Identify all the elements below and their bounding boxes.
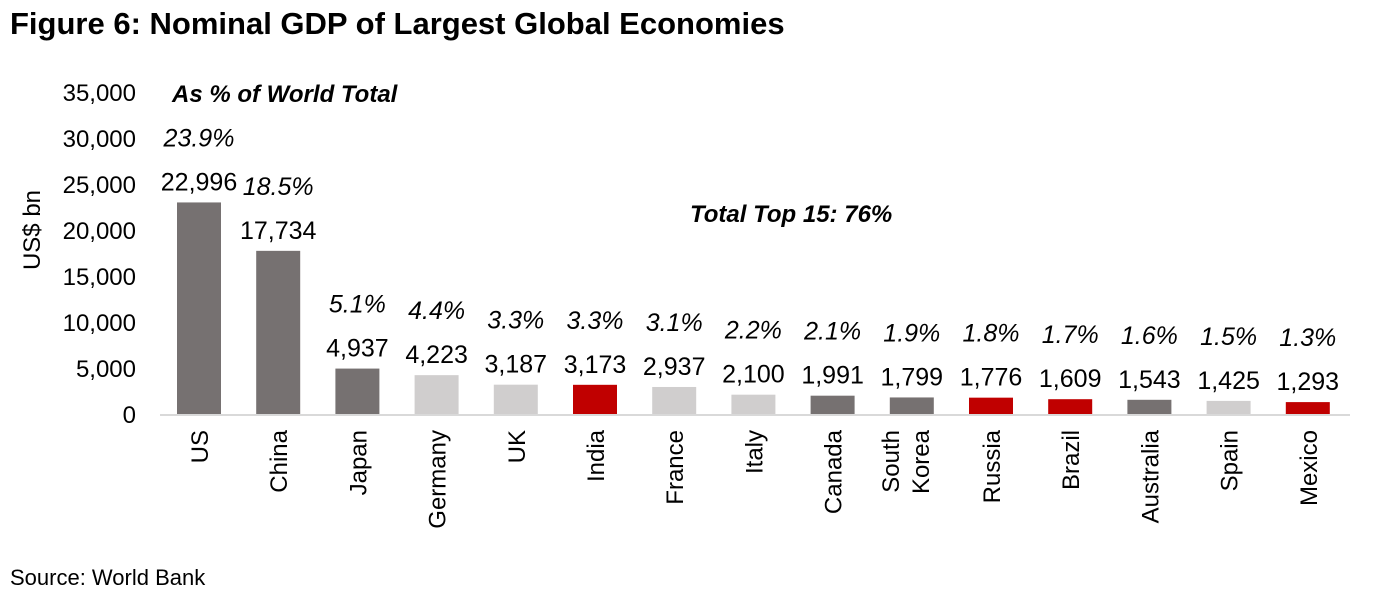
bar: [414, 375, 459, 414]
y-axis-label: US$ bn: [19, 190, 46, 270]
bar: [1206, 400, 1251, 414]
share-label: 1.9%: [883, 319, 940, 347]
value-label: 3,173: [564, 351, 627, 379]
bar: [810, 395, 855, 414]
category-label: Brazil: [1058, 430, 1085, 490]
subtitle: As % of World Total: [171, 81, 399, 108]
chart-title: Figure 6: Nominal GDP of Largest Global …: [10, 6, 785, 41]
category-label: Russia: [979, 429, 1006, 503]
bar: [335, 368, 380, 414]
bar: [1127, 399, 1172, 414]
y-tick-label: 25,000: [63, 172, 136, 199]
bar: [493, 384, 538, 414]
category-label: Korea: [908, 429, 935, 494]
category-label: Mexico: [1296, 430, 1323, 506]
share-label: 3.1%: [646, 309, 703, 337]
share-label: 1.6%: [1121, 322, 1178, 350]
bar: [177, 202, 221, 414]
bar: [652, 386, 697, 414]
category-label: Australia: [1137, 429, 1164, 523]
category-label: China: [266, 429, 293, 492]
value-label: 4,223: [405, 341, 468, 369]
share-label: 1.7%: [1042, 321, 1099, 349]
y-tick-label: 5,000: [76, 356, 136, 383]
share-label: 3.3%: [567, 307, 624, 335]
share-label: 1.8%: [963, 320, 1020, 348]
value-label: 1,543: [1118, 366, 1181, 394]
bar: [1048, 399, 1093, 414]
value-label: 17,734: [240, 217, 317, 245]
value-label: 22,996: [161, 168, 237, 196]
share-label: 1.5%: [1200, 323, 1257, 351]
value-label: 2,100: [722, 361, 785, 389]
y-tick-label: 10,000: [63, 310, 136, 337]
category-label: Spain: [1217, 430, 1244, 491]
share-label: 23.9%: [163, 124, 235, 152]
share-label: 2.2%: [724, 317, 782, 345]
category-label: South: [878, 430, 905, 493]
category-label: UK: [504, 430, 531, 463]
y-tick-label: 15,000: [63, 264, 136, 291]
bar: [969, 397, 1013, 414]
y-tick-label: 30,000: [63, 126, 136, 153]
category-label: France: [662, 430, 689, 505]
category-label: Japan: [345, 430, 372, 495]
value-label: 1,799: [881, 363, 944, 391]
share-label: 3.3%: [487, 307, 544, 335]
value-label: 1,609: [1039, 365, 1102, 393]
bar: [1285, 402, 1330, 414]
bar: [256, 250, 301, 414]
value-label: 3,187: [485, 351, 548, 379]
value-label: 1,776: [960, 364, 1023, 392]
y-tick-label: 20,000: [63, 218, 136, 245]
value-label: 1,991: [801, 362, 864, 390]
value-label: 1,293: [1277, 368, 1340, 396]
share-label: 4.4%: [408, 297, 465, 325]
annotation-total: Total Top 15: 76%: [690, 201, 892, 228]
y-tick-label: 35,000: [63, 80, 136, 107]
share-label: 18.5%: [243, 173, 314, 201]
bar: [573, 384, 617, 414]
value-label: 4,937: [326, 335, 389, 363]
share-label: 5.1%: [329, 291, 386, 319]
category-label: Canada: [821, 429, 848, 514]
value-label: 2,937: [643, 353, 706, 381]
bar: [889, 397, 934, 414]
category-label: India: [583, 429, 610, 482]
category-label: US: [187, 430, 214, 463]
share-label: 1.3%: [1279, 324, 1336, 352]
category-label: Italy: [741, 430, 768, 474]
share-label: 2.1%: [803, 318, 861, 346]
category-label: Germany: [425, 430, 452, 529]
value-label: 1,425: [1197, 367, 1260, 395]
bar: [731, 394, 776, 414]
source-note: Source: World Bank: [10, 565, 206, 590]
y-tick-label: 0: [123, 402, 136, 429]
